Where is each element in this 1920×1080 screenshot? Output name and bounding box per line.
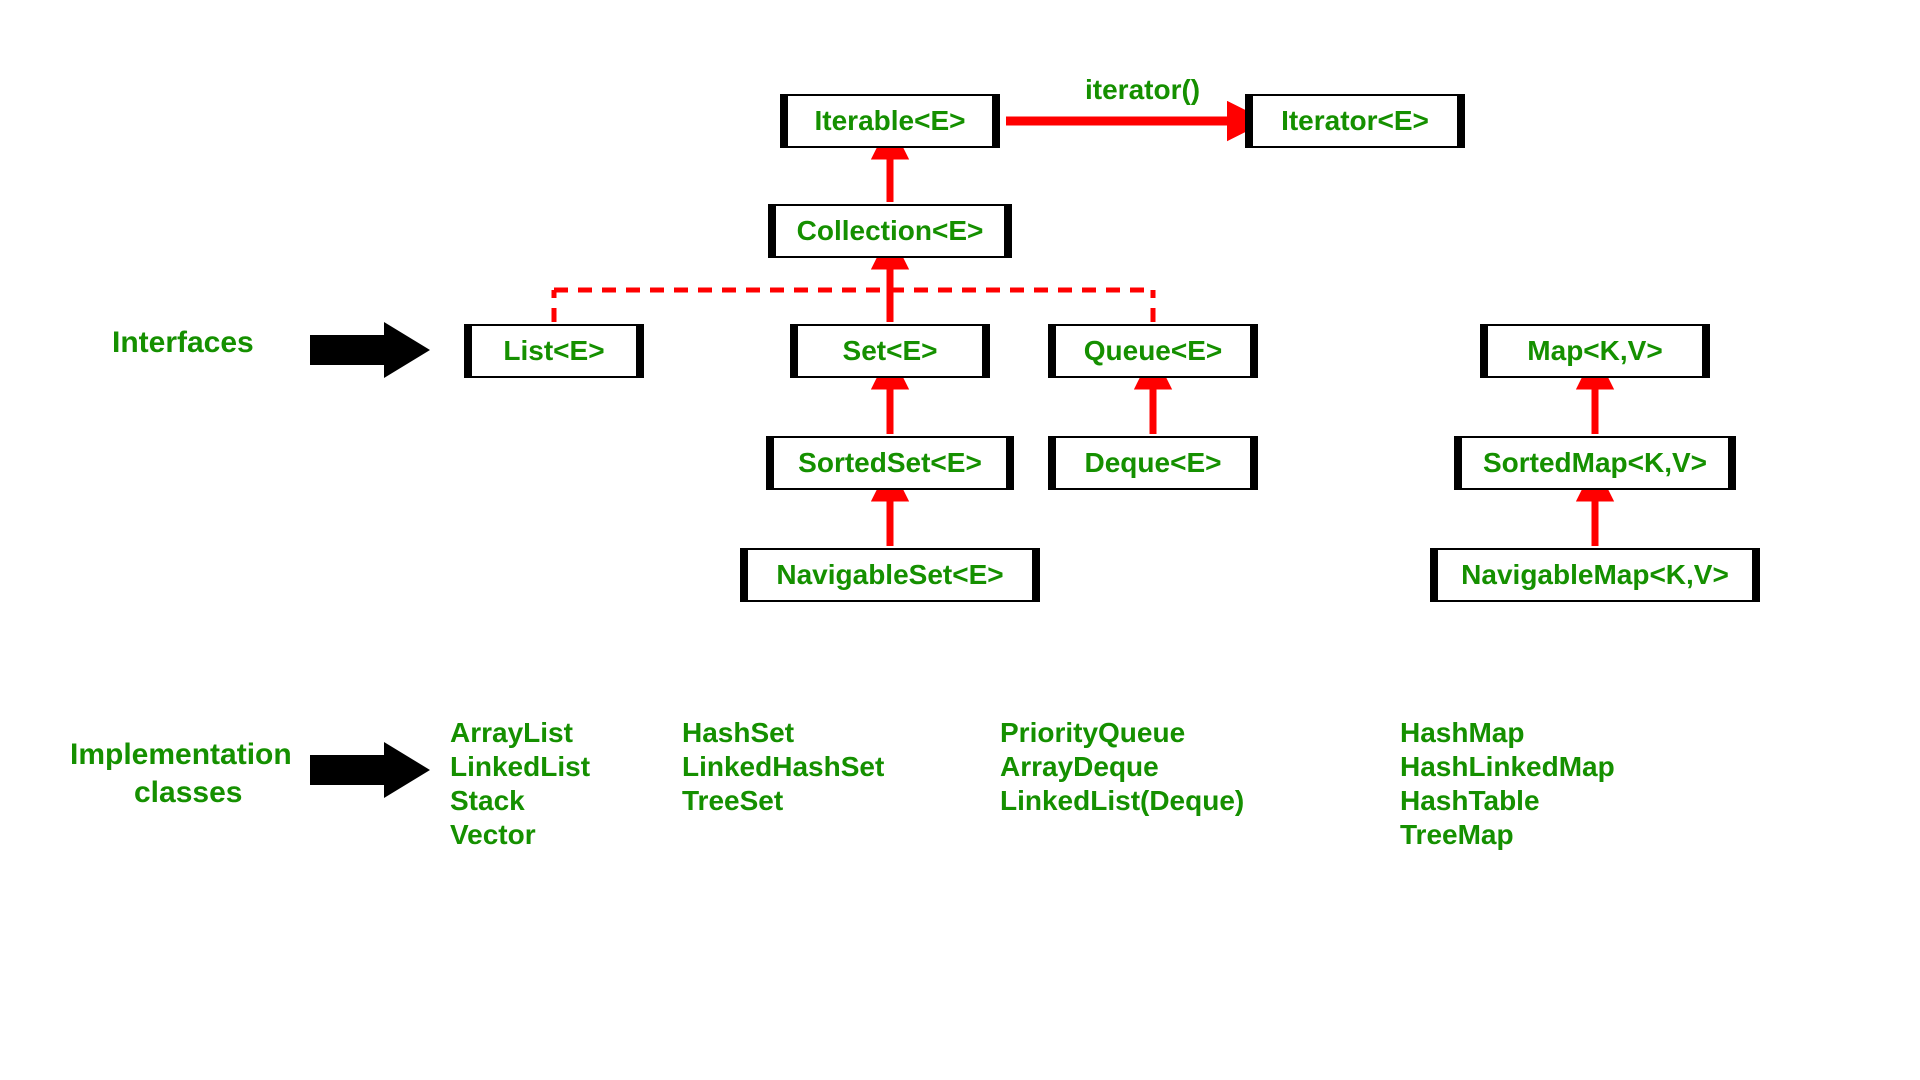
node-iterable: Iterable<E> — [780, 94, 1000, 148]
impl-item: ArrayList — [450, 716, 590, 750]
impl-item: TreeMap — [1400, 818, 1615, 852]
impl-item: PriorityQueue — [1000, 716, 1244, 750]
arrows-layer — [0, 0, 1920, 1080]
impl-item: HashTable — [1400, 784, 1615, 818]
impl-group-0: ArrayListLinkedListStackVector — [450, 716, 590, 853]
impl-group-3: HashMapHashLinkedMapHashTableTreeMap — [1400, 716, 1615, 853]
impl-item: LinkedList(Deque) — [1000, 784, 1244, 818]
impl-item: HashSet — [682, 716, 884, 750]
impl-item: HashMap — [1400, 716, 1615, 750]
node-map: Map<K,V> — [1480, 324, 1710, 378]
node-sortedmap: SortedMap<K,V> — [1454, 436, 1736, 490]
label-iterator_call: iterator() — [1085, 74, 1200, 106]
node-sortedset: SortedSet<E> — [766, 436, 1014, 490]
node-queue: Queue<E> — [1048, 324, 1258, 378]
label-impl_classes_l2: classes — [134, 776, 242, 810]
impl-group-1: HashSetLinkedHashSetTreeSet — [682, 716, 884, 818]
diagram-stage: Iterable<E> Iterator<E> Collection<E> List<… — [0, 0, 1920, 1080]
impl-item: LinkedList — [450, 750, 590, 784]
impl-item: TreeSet — [682, 784, 884, 818]
impl-item: LinkedHashSet — [682, 750, 884, 784]
label-impl_classes_l1: Implementation — [70, 738, 292, 772]
node-navigablemap: NavigableMap<K,V> — [1430, 548, 1760, 602]
node-list: List<E> — [464, 324, 644, 378]
impl-item: Vector — [450, 818, 590, 852]
node-navigableset: NavigableSet<E> — [740, 548, 1040, 602]
node-deque: Deque<E> — [1048, 436, 1258, 490]
impl-item: HashLinkedMap — [1400, 750, 1615, 784]
label-interfaces: Interfaces — [112, 326, 254, 360]
node-iterator: Iterator<E> — [1245, 94, 1465, 148]
node-set: Set<E> — [790, 324, 990, 378]
impl-item: ArrayDeque — [1000, 750, 1244, 784]
impl-group-2: PriorityQueueArrayDequeLinkedList(Deque) — [1000, 716, 1244, 818]
impl-item: Stack — [450, 784, 590, 818]
node-collection: Collection<E> — [768, 204, 1012, 258]
